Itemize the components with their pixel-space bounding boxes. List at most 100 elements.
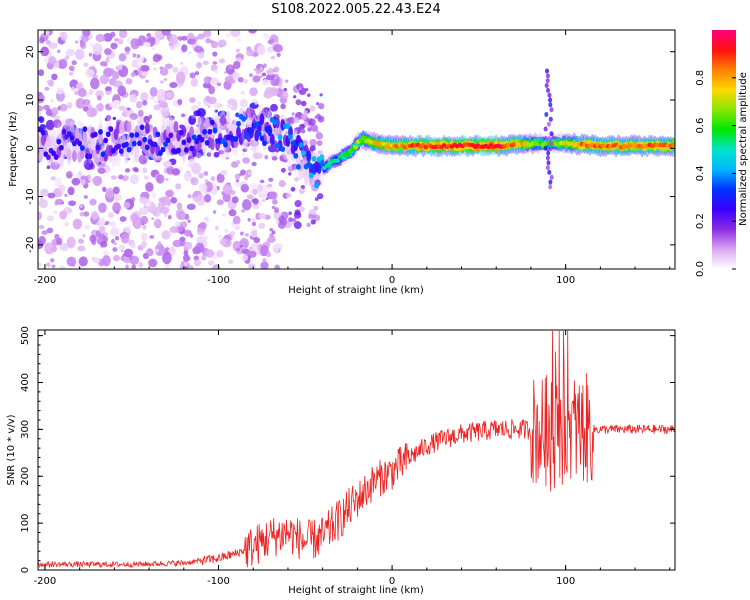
spectrogram-ridge-cell [309,172,314,179]
spectrogram-noise-blob [256,64,262,69]
spectrogram-noise-blob [103,250,109,256]
spectrogram-noise-blob [84,68,95,78]
spectrogram-noise-blob [74,48,85,60]
spectrogram-noise-blob [57,59,68,70]
spectrogram-noise-blob [172,66,179,73]
spectrogram-noise-blob [252,198,259,205]
spectrogram-ridge-cell [51,150,56,157]
spectrogram-noise-blob [248,30,257,34]
spectrogram-noise-blob [287,165,295,172]
spectrogram-noise-blob [110,42,118,50]
spectrogram-noise-blob [273,210,281,220]
spectrogram-noise-blob [53,210,58,214]
spectrogram-noise-blob [294,209,301,216]
spectrogram-noise-blob [214,109,218,113]
spectrogram-noise-blob [72,218,83,230]
spectrogram-noise-blob [208,96,217,105]
spectrogram-noise-blob [77,245,86,252]
spectrogram-spike-cell [549,131,554,137]
spectrogram-noise-blob [39,188,49,197]
spectrogram-noise-blob [165,92,173,99]
spectrogram-ridge-cell [285,123,291,129]
spectrogram-noise-blob [298,188,305,195]
spectrogram-noise-blob [203,235,208,241]
spectrogram-xtick-label: -200 [34,275,57,286]
spectrogram-noise-blob [149,235,155,239]
spectrogram-noise-blob [314,115,318,119]
spectrogram-ridge-cell [59,144,64,151]
spectrogram-noise-blob [159,67,169,76]
spectrogram-noise-blob [247,217,251,222]
spectrogram-noise-blob [259,179,265,184]
spectrogram-noise-blob [205,38,212,44]
spectrogram-noise-blob [119,216,127,222]
spectrogram-noise-blob [235,160,241,165]
spectrogram-ridge-cell [204,116,210,129]
spectrogram-ridge-cell [66,131,72,137]
spectrogram-noise-blob [165,177,169,181]
snr-ytick-label: 200 [20,467,31,486]
spectrogram-noise-blob [105,57,110,63]
spectrogram-noise-blob [129,255,140,265]
spectrogram-noise-blob [241,248,251,255]
spectrogram-noise-blob [88,89,94,95]
spectrogram-noise-blob [200,113,205,117]
spectrogram-noise-blob [112,247,118,252]
spectrogram-noise-blob [142,100,148,106]
spectrogram-noise-blob [113,242,117,246]
spectrogram-ridge-cell [168,132,174,139]
spectrogram-noise-blob [191,115,196,119]
spectrogram-noise-blob [89,42,95,48]
spectrogram-noise-blob [89,234,97,243]
snr-ytick-label: 500 [20,326,31,345]
spectrogram-noise-blob [140,64,150,72]
spectrogram-noise-blob [161,230,171,240]
spectrogram-ridge-cell [87,153,93,160]
colorbar-tick-label: 0.2 [695,213,706,229]
spectrogram-ridge-cell [249,128,254,134]
spectrogram-noise-blob [125,226,131,233]
spectrogram-noise-blob [50,258,55,263]
spectrogram-spike-cell [543,126,548,132]
spectrogram-noise-blob [288,172,292,176]
spectrogram-noise-blob [273,66,280,73]
spectrogram-noise-blob [144,201,152,208]
spectrogram-ridge-cell [155,131,161,138]
spectrogram-noise-blob [162,160,172,168]
spectrogram-noise-blob [151,217,155,220]
spectrogram-noise-blob [225,156,229,160]
spectrogram-noise-blob [249,183,258,190]
colorbar: 0.0 0.2 0.4 0.6 0.8 Normalized spectral ampl… [695,30,749,277]
spectrogram-noise-blob [249,73,253,77]
spectrogram-noise-blob [155,174,165,184]
spectrogram-noise-blob [138,67,142,72]
spectrogram-noise-blob [176,202,183,210]
spectrogram-noise-blob [143,41,151,48]
spectrogram-ridge-cell [178,129,184,136]
spectrogram-noise-blob [38,116,45,123]
spectrogram-noise-blob [270,79,280,87]
spectrogram-noise-blob [169,226,179,234]
spectrogram-noise-blob [54,198,64,205]
spectrogram-noise-blob [249,189,254,194]
spectrogram-noise-blob [114,197,120,202]
spectrogram-ridge-cell [202,129,208,135]
spectrogram-noise-blob [138,154,148,165]
spectrogram-ridge-cell [92,131,98,138]
spectrogram-noise-blob [98,202,107,213]
spectrogram-noise-blob [216,250,224,258]
spectrogram-noise-blob [38,111,42,117]
spectrogram-noise-blob [152,54,161,63]
snr-ytick-label: 100 [20,514,31,533]
spectrogram-noise-blob [309,139,317,147]
spectrogram-ridge-cell [139,124,145,131]
spectrogram-noise-blob [133,168,139,173]
spectrogram-noise-blob [124,46,131,53]
spectrogram-noise-blob [243,78,248,84]
spectrogram-noise-blob [183,241,193,250]
spectrogram-noise-blob [267,186,272,192]
spectrogram-noise-blob [77,88,87,98]
spectrogram-noise-blob [273,207,280,214]
spectrogram-noise-blob [149,96,155,100]
spectrogram-noise-blob [184,262,188,266]
